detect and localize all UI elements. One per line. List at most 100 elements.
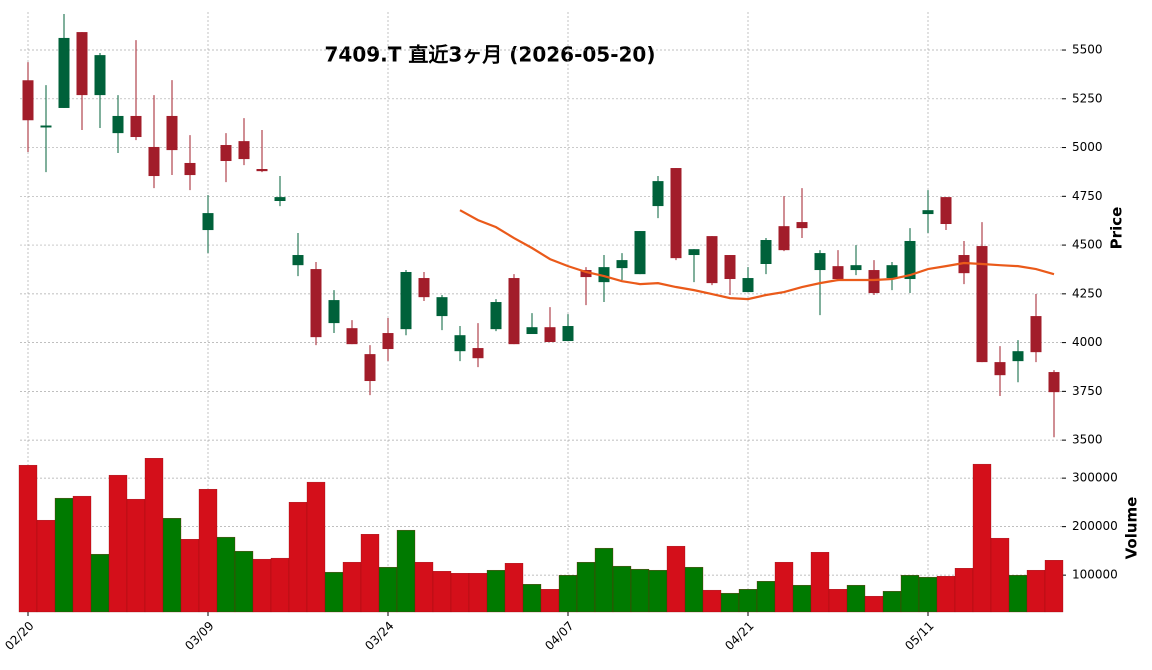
candle-body [706,236,718,284]
volume-bar [378,566,398,613]
volume-bar [468,572,488,613]
volume-bar [180,538,200,613]
volume-bar [936,576,956,613]
candle-body [184,162,196,176]
y-axis-label: Volume [1123,497,1141,560]
volume-bar [72,495,92,613]
volume-bar [1044,560,1064,613]
candle-body [238,141,250,160]
volume-bar [648,569,668,613]
y-tick-label: 4500 [1072,238,1103,252]
volume-bar [882,590,902,613]
candle-body [346,328,358,345]
x-tick-label: 05/11 [902,619,936,653]
y-tick-label: 5250 [1072,91,1103,105]
volume-bar [342,561,362,613]
candle-body [616,260,628,269]
y-tick-label: 200000 [1072,519,1118,533]
volume-bar [756,581,776,613]
x-tick-label: 04/07 [542,619,576,653]
candle-body [400,271,412,330]
candle-body [454,335,466,352]
volume-bar [414,561,434,613]
candle-body [832,266,844,280]
candle-body [292,255,304,266]
candle-body [274,197,286,201]
volume-bar [576,561,596,613]
volume-bar [450,572,470,613]
candle-body [796,222,808,229]
candle-body [544,327,556,343]
y-tick-label: 4250 [1072,286,1103,300]
candle-body [598,267,610,283]
candle-body [688,249,700,256]
candle-body [418,278,430,298]
candle-body [850,265,862,271]
candle-body [58,37,70,108]
moving-average-line [459,209,1055,301]
volume-bar [684,566,704,613]
candle-body [742,278,754,293]
volume-bar [864,595,884,613]
volume-bar [810,551,830,613]
candle-body [76,32,88,96]
volume-bar [54,497,74,613]
y-tick-label: 5000 [1072,140,1103,154]
candle-body [652,181,664,207]
volume-bar [504,563,524,613]
candle-body [580,270,592,278]
volume-bar [612,565,632,613]
volume-bar [18,464,38,613]
y-tick-label: 4000 [1072,335,1103,349]
candle-body [724,255,736,280]
candle-body [904,240,916,280]
volume-bar [630,568,650,613]
volume-bar [1026,569,1046,613]
volume-bar [720,592,740,613]
candle-body [22,80,34,121]
volume-bar [36,519,56,613]
volume-bar [594,547,614,613]
volume-bar [558,574,578,613]
y-tick-label: 300000 [1072,471,1118,485]
candle-body [202,213,214,231]
volume-bar [234,550,254,613]
volume-bar [522,584,542,613]
candle-body [922,210,934,215]
volume-bar [144,457,164,613]
candle-body [1030,316,1042,353]
volume-bar [972,463,992,613]
volume-bar [702,589,722,613]
volume-bar [126,498,146,613]
candle-body [112,115,124,134]
volume-bar [738,589,758,613]
volume-bar [540,589,560,613]
y-tick-label: 5500 [1072,43,1103,57]
x-tick-label: 02/20 [2,619,36,653]
candle-body [148,146,160,177]
candle-body [436,297,448,317]
volume-bar [90,553,110,613]
volume-bar [918,576,938,613]
x-tick-label: 03/24 [362,619,396,653]
y-axis-label: Price [1108,207,1126,250]
volume-bar [306,481,326,613]
volume-bar [666,545,686,613]
candle-body [328,300,340,324]
volume-bar [324,571,344,613]
candle-body [382,333,394,350]
volume-bar [990,537,1010,613]
y-tick-label: 3750 [1072,384,1103,398]
candle-body [40,125,52,128]
candle-body [994,362,1006,376]
volume-bar [792,584,812,613]
volume-bar [360,534,380,613]
volume-bar [954,568,974,613]
y-tick-label: 100000 [1072,568,1118,582]
candle-body [670,168,682,259]
volume-bar [108,474,128,613]
chart-title: 7409.T 直近3ヶ月 (2026-05-20) [325,43,656,67]
candle-body [1012,351,1024,362]
candle-body [814,253,826,271]
